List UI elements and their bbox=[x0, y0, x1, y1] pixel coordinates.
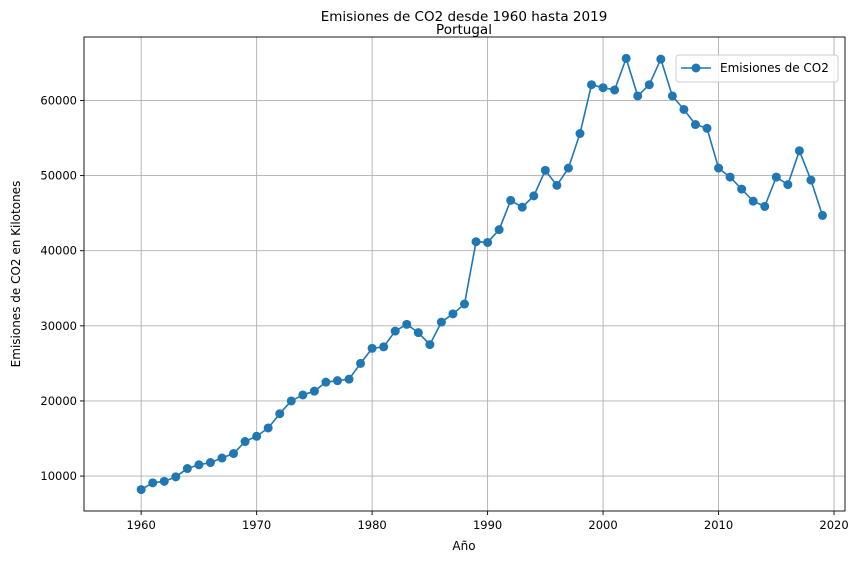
legend-marker-swatch bbox=[691, 63, 701, 73]
data-point bbox=[309, 386, 319, 396]
legend-entry-label: Emisiones de CO2 bbox=[720, 61, 829, 75]
data-point bbox=[806, 175, 816, 185]
data-point bbox=[725, 172, 735, 182]
data-point bbox=[425, 340, 435, 350]
data-point bbox=[356, 358, 366, 368]
data-point bbox=[448, 309, 458, 319]
y-tick-label: 60000 bbox=[40, 93, 77, 107]
data-point bbox=[182, 464, 192, 474]
y-tick-label: 50000 bbox=[40, 169, 77, 183]
x-tick-label: 1980 bbox=[357, 518, 386, 532]
data-point bbox=[540, 165, 550, 175]
data-point bbox=[298, 390, 308, 400]
legend-box bbox=[675, 54, 839, 83]
data-point bbox=[390, 326, 400, 336]
x-tick-label: 2000 bbox=[588, 518, 617, 532]
series bbox=[136, 53, 827, 495]
data-point bbox=[413, 328, 423, 338]
x-axis-label: Año bbox=[452, 539, 475, 553]
data-point bbox=[379, 342, 389, 352]
data-point bbox=[460, 299, 469, 309]
data-point bbox=[286, 396, 296, 406]
chart-title: Emisiones de CO2 desde 1960 hasta 2019 bbox=[321, 9, 608, 25]
data-point bbox=[714, 163, 724, 173]
data-point bbox=[205, 458, 215, 468]
y-tick-label: 40000 bbox=[40, 244, 77, 258]
data-point bbox=[471, 237, 481, 247]
data-point bbox=[494, 225, 504, 235]
data-point bbox=[621, 53, 631, 63]
data-point bbox=[506, 195, 516, 205]
data-point bbox=[679, 104, 689, 114]
x-tick-label: 1990 bbox=[473, 518, 502, 532]
data-point bbox=[529, 191, 539, 201]
data-point bbox=[171, 472, 181, 482]
data-point bbox=[817, 210, 827, 220]
data-point bbox=[517, 202, 527, 212]
data-point bbox=[136, 485, 146, 495]
data-point bbox=[737, 184, 747, 194]
x-tick-label: 2020 bbox=[819, 518, 848, 532]
data-point bbox=[229, 449, 239, 459]
x-tick-label: 2010 bbox=[704, 518, 733, 532]
data-point bbox=[633, 91, 643, 101]
data-point bbox=[644, 80, 654, 90]
data-point bbox=[575, 129, 585, 139]
data-point bbox=[771, 172, 781, 182]
data-point bbox=[148, 478, 158, 488]
data-point bbox=[344, 374, 354, 384]
data-point bbox=[252, 431, 262, 441]
data-point bbox=[263, 423, 273, 433]
series-line bbox=[140, 57, 824, 491]
data-point bbox=[194, 460, 204, 470]
data-point bbox=[321, 377, 331, 387]
axis-ticks: 1960 1970 1980 1990 2000 2010 2020 10000 20000 30… bbox=[40, 93, 848, 532]
y-axis-label: Emisiones de CO2 en Kilotones bbox=[9, 181, 23, 368]
x-tick-label: 1970 bbox=[242, 518, 271, 532]
data-point bbox=[690, 120, 700, 130]
data-point bbox=[332, 376, 342, 386]
data-point bbox=[159, 476, 169, 486]
data-point bbox=[436, 317, 446, 327]
data-point bbox=[275, 409, 285, 419]
data-point bbox=[240, 437, 250, 447]
data-point bbox=[656, 54, 666, 64]
data-point bbox=[748, 196, 758, 206]
data-point bbox=[217, 453, 227, 463]
y-tick-label: 30000 bbox=[40, 319, 77, 333]
data-point bbox=[610, 85, 620, 95]
data-point bbox=[483, 237, 493, 247]
data-point bbox=[367, 343, 377, 353]
data-point bbox=[667, 91, 677, 101]
data-point bbox=[587, 80, 597, 90]
grid bbox=[84, 37, 845, 511]
data-point bbox=[563, 163, 573, 173]
data-point bbox=[760, 201, 770, 211]
y-tick-label: 10000 bbox=[40, 469, 77, 483]
y-tick-label: 20000 bbox=[40, 394, 77, 408]
data-point bbox=[783, 180, 793, 190]
x-tick-label: 1960 bbox=[127, 518, 156, 532]
data-point bbox=[402, 319, 412, 329]
data-point bbox=[794, 146, 804, 156]
data-point bbox=[552, 180, 562, 190]
data-point bbox=[702, 123, 712, 133]
chart-subtitle: Portugal bbox=[436, 22, 492, 38]
plot-frame bbox=[83, 36, 846, 512]
data-point bbox=[598, 83, 608, 93]
legend: Emisiones de CO2 bbox=[675, 54, 839, 83]
